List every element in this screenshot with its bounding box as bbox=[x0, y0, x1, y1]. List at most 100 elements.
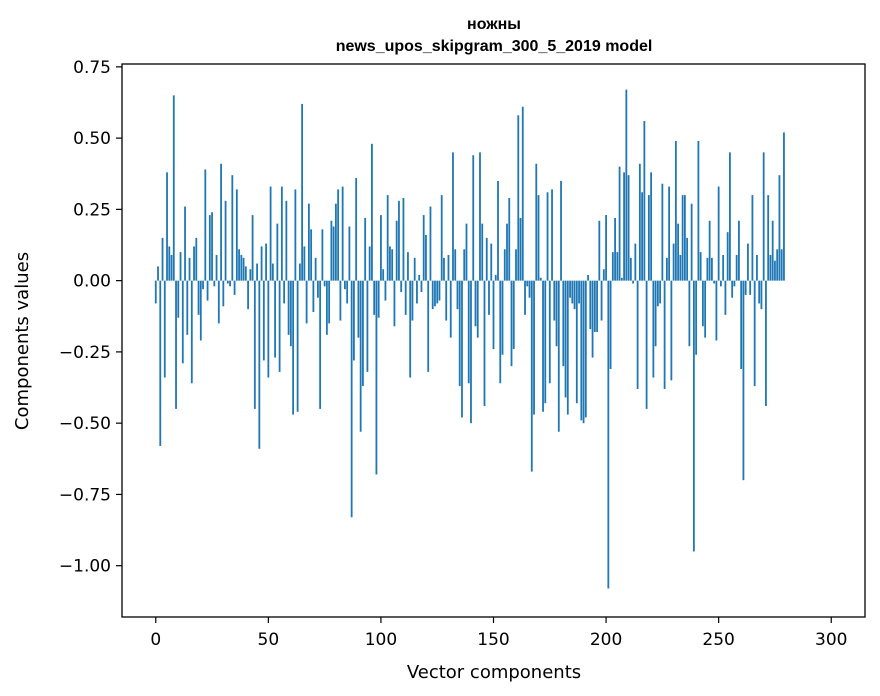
y-tick-label: −0.25 bbox=[59, 343, 111, 363]
bar-component-191 bbox=[584, 280, 587, 418]
bar-component-43 bbox=[251, 215, 254, 281]
bar-component-193 bbox=[589, 280, 592, 330]
bar-component-253 bbox=[724, 280, 727, 315]
bar-component-138 bbox=[465, 223, 468, 281]
chart-title-word: ножны bbox=[467, 16, 521, 33]
bar-component-165 bbox=[526, 280, 529, 287]
bar-component-54 bbox=[276, 223, 279, 281]
bar-component-120 bbox=[425, 235, 427, 281]
bar-component-234 bbox=[681, 195, 684, 281]
bar-component-5 bbox=[166, 172, 168, 281]
bar-component-204 bbox=[614, 217, 616, 281]
bar-component-249 bbox=[715, 280, 718, 341]
bar-component-56 bbox=[280, 186, 283, 281]
bar-component-257 bbox=[733, 280, 736, 287]
bar-component-23 bbox=[206, 280, 209, 301]
bar-component-243 bbox=[701, 280, 704, 327]
bar-component-221 bbox=[652, 280, 655, 378]
bar-component-96 bbox=[371, 143, 373, 281]
bar-component-93 bbox=[364, 217, 367, 281]
bar-component-267 bbox=[756, 254, 758, 281]
bar-component-242 bbox=[699, 252, 702, 281]
bar-component-99 bbox=[377, 280, 380, 318]
bar-component-248 bbox=[713, 280, 716, 284]
bar-component-78 bbox=[330, 220, 333, 281]
bar-component-181 bbox=[562, 280, 565, 367]
bar-component-278 bbox=[780, 249, 783, 281]
bar-component-244 bbox=[704, 280, 707, 338]
bar-component-144 bbox=[479, 152, 481, 281]
bar-component-75 bbox=[323, 280, 326, 287]
bar-component-16 bbox=[190, 280, 193, 384]
bar-component-101 bbox=[382, 269, 385, 281]
bar-component-3 bbox=[161, 237, 164, 281]
bar-component-135 bbox=[458, 280, 461, 387]
bar-component-195 bbox=[593, 280, 596, 332]
bar-component-98 bbox=[375, 280, 378, 475]
bar-component-163 bbox=[521, 106, 524, 281]
bar-component-112 bbox=[407, 252, 409, 281]
bar-component-55 bbox=[278, 280, 281, 372]
bar-component-79 bbox=[332, 226, 335, 281]
bar-component-21 bbox=[202, 280, 204, 290]
bar-component-218 bbox=[645, 280, 648, 409]
bar-component-13 bbox=[184, 206, 186, 281]
bar-component-203 bbox=[611, 252, 614, 281]
bar-component-274 bbox=[771, 220, 774, 281]
bar-component-178 bbox=[555, 280, 558, 347]
bar-component-86 bbox=[348, 226, 351, 281]
bar-component-236 bbox=[686, 237, 689, 281]
bar-component-115 bbox=[413, 257, 416, 281]
bar-component-125 bbox=[436, 280, 439, 304]
bar-component-29 bbox=[220, 163, 222, 281]
bar-component-65 bbox=[301, 103, 304, 281]
bar-component-71 bbox=[314, 257, 317, 281]
bar-component-22 bbox=[204, 169, 207, 281]
bar-component-7 bbox=[170, 254, 173, 281]
chart-title-model: news_upos_skipgram_300_5_2019 model bbox=[336, 38, 653, 55]
x-tick-label: 250 bbox=[702, 630, 734, 650]
bar-component-0 bbox=[154, 280, 157, 304]
bar-component-69 bbox=[310, 229, 313, 281]
bar-component-62 bbox=[294, 189, 297, 281]
x-axis-label: Vector components bbox=[407, 662, 581, 683]
bar-component-270 bbox=[762, 152, 765, 281]
bar-component-124 bbox=[434, 280, 436, 307]
bar-component-83 bbox=[341, 186, 344, 281]
y-tick-label: −0.75 bbox=[59, 485, 111, 505]
bar-component-63 bbox=[296, 280, 299, 412]
bar-component-108 bbox=[398, 200, 400, 281]
bar-component-136 bbox=[461, 280, 463, 418]
bar-component-47 bbox=[260, 246, 263, 281]
bar-component-192 bbox=[587, 274, 589, 281]
bar-component-129 bbox=[445, 280, 448, 321]
plot-area-frame bbox=[121, 63, 866, 618]
bar-component-53 bbox=[274, 280, 276, 358]
y-tick-label: 0.25 bbox=[73, 200, 111, 220]
bar-component-264 bbox=[749, 280, 752, 295]
bar-component-25 bbox=[211, 212, 213, 281]
bar-component-212 bbox=[632, 280, 634, 284]
bar-component-114 bbox=[411, 280, 414, 321]
bar-component-182 bbox=[564, 280, 567, 398]
bar-component-170 bbox=[537, 195, 540, 281]
bar-component-259 bbox=[738, 220, 740, 281]
bar-component-245 bbox=[706, 257, 709, 281]
bar-component-232 bbox=[677, 223, 680, 281]
x-tick-label: 150 bbox=[477, 630, 509, 650]
bar-component-174 bbox=[546, 192, 549, 281]
bar-component-66 bbox=[303, 246, 306, 281]
bar-component-20 bbox=[199, 280, 202, 341]
bar-component-84 bbox=[344, 280, 346, 290]
bar-component-70 bbox=[312, 280, 315, 312]
bar-component-28 bbox=[217, 280, 220, 324]
bar-component-161 bbox=[517, 115, 520, 281]
bar-component-117 bbox=[418, 274, 421, 281]
bar-component-107 bbox=[395, 220, 398, 281]
bar-component-251 bbox=[720, 280, 722, 287]
bar-component-132 bbox=[452, 152, 454, 281]
bar-component-173 bbox=[544, 280, 547, 404]
bar-component-51 bbox=[269, 186, 272, 281]
bar-component-91 bbox=[359, 280, 362, 432]
